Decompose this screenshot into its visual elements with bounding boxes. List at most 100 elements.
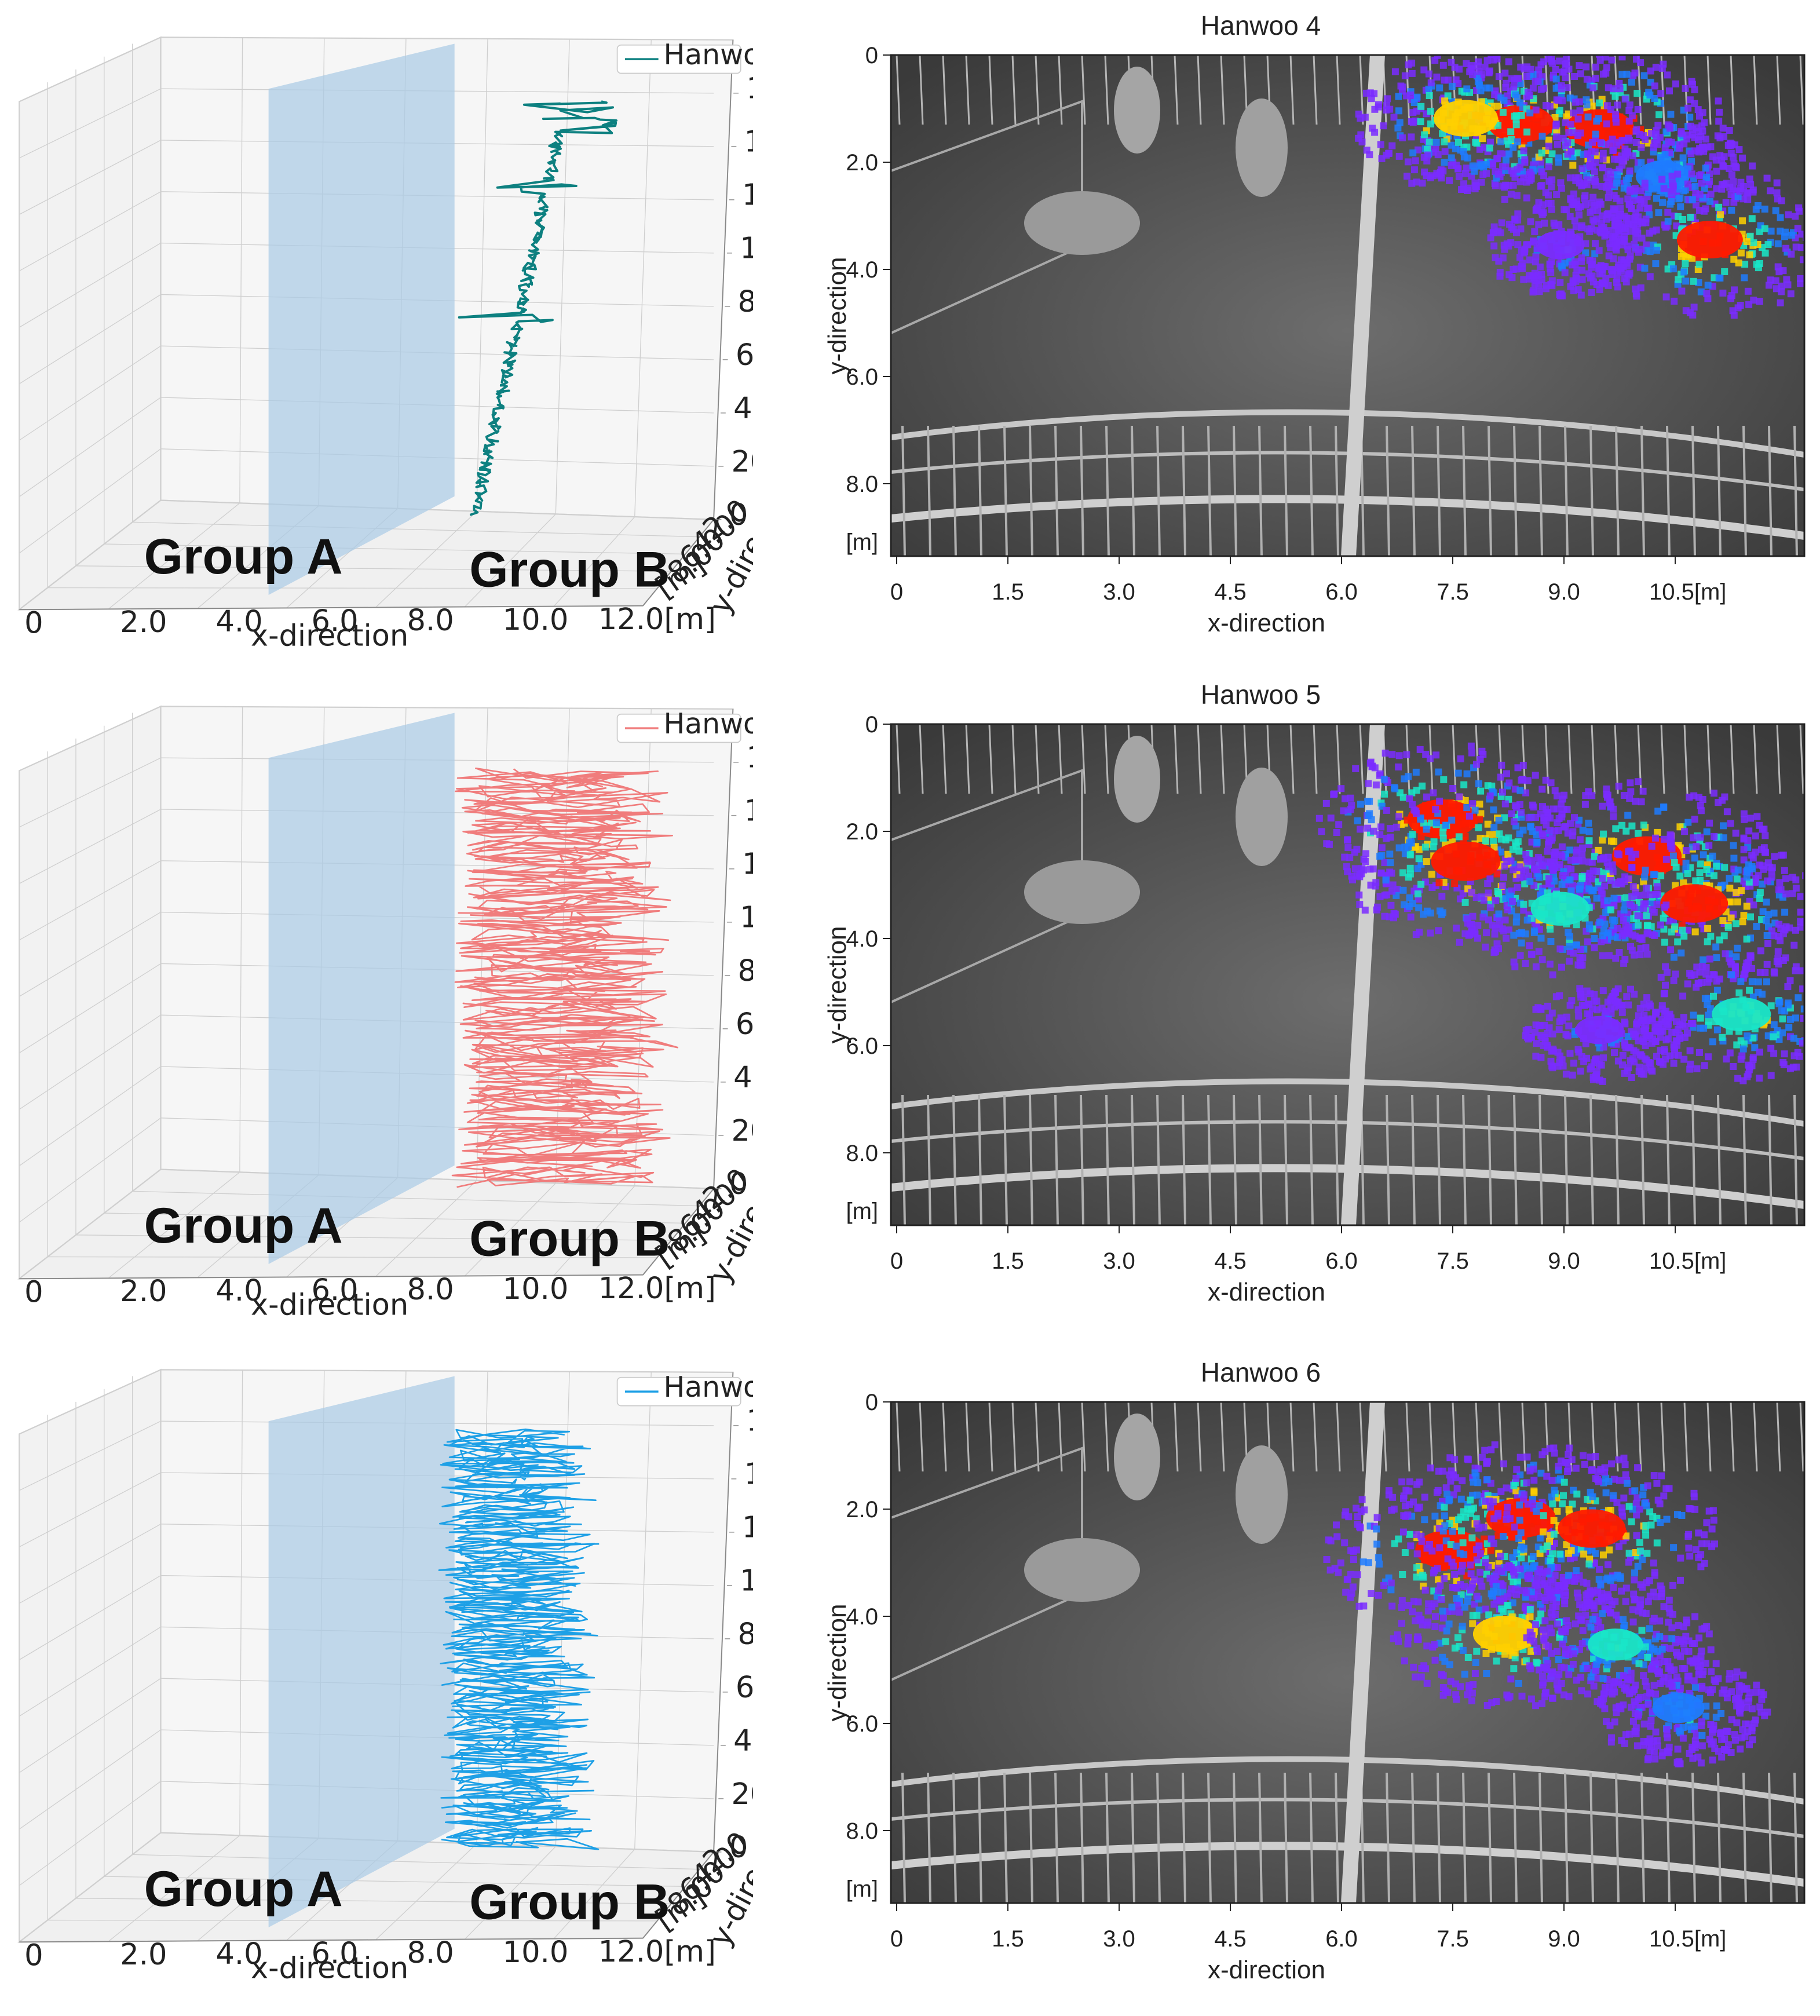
heat-cell (1520, 174, 1527, 181)
heat-cell (1752, 879, 1759, 886)
heat-cell (1483, 85, 1490, 92)
heat-cell (1486, 145, 1493, 152)
heat-cell (1556, 1551, 1563, 1558)
heat-cell (1781, 867, 1788, 874)
x-tick-label: 9.0 (1548, 1248, 1580, 1274)
heat-cell (1627, 167, 1633, 174)
heat-cell (1620, 960, 1627, 967)
heat-cell (1676, 872, 1683, 879)
heat-cell (1644, 922, 1651, 929)
x-tick-label: 1.5 (992, 579, 1024, 605)
heat-cell (1658, 1473, 1665, 1480)
heat-cell (1815, 1036, 1820, 1043)
heat-cell (1415, 1598, 1421, 1605)
heat-cell (1618, 822, 1625, 829)
heat-cell (1695, 106, 1702, 113)
heat-cell (1490, 243, 1497, 250)
heat-cell (1630, 1031, 1637, 1038)
heat-cell (1406, 1478, 1413, 1485)
heat-cell (1518, 809, 1525, 816)
heat-cell (1721, 932, 1728, 939)
heat-cell (1680, 154, 1687, 161)
heat-cell (1690, 834, 1697, 841)
heat-cell (1440, 1615, 1447, 1621)
y-tick-label: 2.0 (846, 819, 878, 845)
heat-cell (1703, 174, 1710, 181)
heat-cell (1725, 924, 1732, 931)
heat-cell (1501, 242, 1508, 249)
heat-cell (1591, 218, 1598, 225)
heat-core (1712, 998, 1771, 1031)
heat-cell (1400, 794, 1407, 801)
heat-cell (1427, 108, 1434, 115)
heat-cell (1665, 218, 1672, 225)
cattle-standing (1236, 768, 1288, 866)
heat-cell (1662, 1485, 1669, 1492)
heat-cell (1689, 312, 1696, 319)
y-tick-label: 8.0 (846, 1141, 878, 1166)
heat-cell (1468, 889, 1475, 896)
heat-cell (1484, 1702, 1491, 1709)
heat-cell (1523, 1027, 1530, 1034)
heat-cell (1503, 770, 1510, 777)
heat-cell (1399, 1597, 1406, 1604)
heat-cell (1441, 1512, 1448, 1519)
heat-cell (1611, 1049, 1618, 1056)
heat-cell (1650, 871, 1657, 878)
heat-cell (1580, 1452, 1587, 1459)
heat-cell (1407, 92, 1414, 98)
heat-cell (1407, 865, 1414, 872)
heat-cell (1540, 817, 1547, 824)
heat-cell (1621, 137, 1628, 144)
heat-cell (1593, 118, 1600, 125)
heat-cell (1441, 159, 1448, 166)
heat-cell (1514, 94, 1521, 101)
heat-cell (1761, 225, 1768, 232)
heat-cell (1456, 833, 1463, 840)
heat-cell (1774, 189, 1781, 196)
heat-cell (1662, 144, 1669, 151)
heat-cell (1472, 1670, 1479, 1677)
heat-cell (1406, 1531, 1413, 1538)
heat-cell (1432, 751, 1439, 758)
heat-cell (1466, 813, 1473, 820)
heat-cell (1749, 163, 1756, 170)
heat-cell (1494, 56, 1501, 63)
heat-cell (1660, 61, 1666, 68)
heat-cell (1749, 215, 1756, 222)
heat-cell (1692, 877, 1699, 884)
legend-label: Hanwoo 5 (664, 707, 753, 740)
heat-cell (1432, 1657, 1439, 1664)
heat-cell (1705, 1018, 1712, 1025)
heat-cell (1529, 1500, 1536, 1507)
heat-cell (1727, 295, 1734, 302)
heat-cell (1530, 288, 1537, 295)
heat-cell (1667, 111, 1674, 118)
heat-cell (1781, 1050, 1788, 1057)
heat-cell (1579, 276, 1586, 283)
heat-cell (1530, 1466, 1537, 1473)
heat-cell (1526, 109, 1533, 116)
heat-cell (1499, 788, 1506, 795)
heat-cell (1628, 1518, 1635, 1525)
heat-cell (1682, 85, 1689, 92)
heat-cell (1354, 817, 1361, 824)
x-tick-label: 0 (24, 606, 43, 640)
heat-cell (1342, 795, 1348, 802)
heat-cell (1479, 914, 1486, 921)
heat-cell (1435, 1587, 1442, 1594)
heat-cell (1565, 1572, 1572, 1579)
heat-cell (1386, 1487, 1393, 1494)
heat-cell (1635, 106, 1642, 113)
heat-cell (1633, 1020, 1640, 1027)
heat-cell (1614, 171, 1621, 178)
heat-cell (1785, 1024, 1792, 1031)
heat-cell (1545, 137, 1552, 144)
heat-cell (1643, 994, 1650, 1001)
heat-cell (1455, 770, 1462, 777)
heat-cell (1460, 186, 1467, 193)
heat-cell (1484, 1476, 1491, 1483)
heat-cell (1399, 1571, 1406, 1578)
heat-cell (1561, 1479, 1568, 1486)
heat-cell (1639, 1035, 1646, 1042)
